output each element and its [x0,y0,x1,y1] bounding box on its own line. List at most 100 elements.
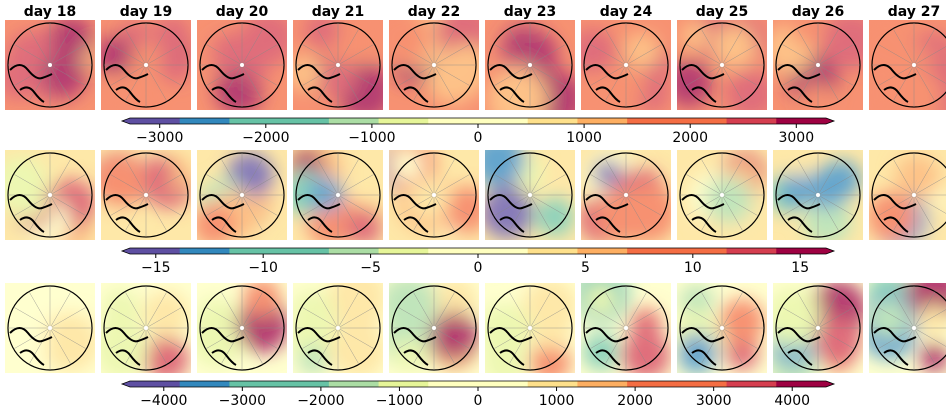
colorbar-segment [627,118,677,124]
colorbar-segment [677,248,727,254]
colorbar-segment [677,118,727,124]
map-panel [192,150,287,246]
colorbar-segment [577,381,627,387]
colorbar-segment [428,248,478,254]
map-panel [197,11,296,115]
colorbar-tick-label: 0 [474,393,483,409]
colorbar-segment [528,118,578,124]
colorbar-segment [279,118,329,124]
colorbar-segment [478,118,528,124]
map-panel [282,140,383,248]
colorbar-segment [627,248,677,254]
column-title: day 21 [312,4,365,20]
map-panel [671,283,767,373]
colorbar-tick-label: 0 [474,130,483,146]
colorbar-segment [180,118,230,124]
colorbar-segment [528,248,578,254]
colorbar-tick-label: −5 [360,260,381,276]
map-panel [572,266,671,380]
colorbar-segment [229,248,279,254]
map-panel [287,266,388,379]
colorbar-segment [329,381,379,387]
map-panel [767,150,863,246]
colorbar-segment [279,248,329,254]
colorbar-extend [826,248,834,254]
colorbar-segment [727,381,777,387]
colorbar-tick-label: 3000 [696,393,732,409]
colorbar-tick-label: 0 [474,260,483,276]
column-title: day 18 [24,4,77,20]
colorbar-tick-label: 1000 [539,393,575,409]
colorbar-segment [776,248,826,254]
column-title: day 25 [696,4,749,20]
column-title: day 23 [504,4,557,20]
colorbar-segment [776,381,826,387]
colorbar-segment [478,248,528,254]
colorbar-extend [122,118,130,124]
colorbar-segment [130,118,180,124]
colorbar-extend [826,381,834,387]
map-panel [677,150,771,249]
colorbar-segment [180,248,230,254]
colorbar-extend [122,381,130,387]
colorbar-tick-label: 15 [791,260,809,276]
colorbar-tick-label: 1000 [566,130,602,146]
colorbar-segment [577,118,627,124]
colorbar-segment [727,118,777,124]
colorbar-tick-label: −15 [141,260,171,276]
column-title: day 26 [792,4,845,20]
column-title: day 20 [216,4,269,20]
map-panel [867,150,946,248]
colorbar-tick-label: −3000 [219,393,266,409]
colorbar-extend [826,118,834,124]
colorbar-segment [577,248,627,254]
colorbar-tick-label: −1000 [348,130,395,146]
map-panel [189,278,290,373]
map-panel [578,150,678,244]
map-panel [665,9,776,119]
colorbar-segment [279,381,329,387]
map-panel [0,16,97,110]
figure: day 18day 19day 20day 21day 22day 23day … [0,0,946,416]
colorbar-segment [776,118,826,124]
colorbar-segment [229,381,279,387]
colorbar-segment [379,248,429,254]
colorbar-segment [329,118,379,124]
map-panel [380,275,479,373]
column-title: day 19 [120,4,173,20]
map-panel [0,267,100,379]
colorbar-segment [528,381,578,387]
colorbar-segment [428,381,478,387]
colorbar-tick-label: −2000 [242,130,289,146]
column-title: day 27 [888,4,941,20]
colorbar-segment [130,381,180,387]
colorbar-tick-label: 10 [684,260,702,276]
map-panel [89,150,194,240]
colorbar-extend [122,248,130,254]
map-panel [478,279,578,386]
map-panel [485,20,585,129]
colorbar-segment [379,381,429,387]
colorbar-segment [677,381,727,387]
map-panel [378,139,490,240]
map-panel [285,11,393,121]
map-panel [764,12,880,115]
colorbar-tick-label: −2000 [297,393,344,409]
map-panel [471,133,575,240]
colorbar-segment [478,381,528,387]
colorbar-tick-label: −4000 [140,393,187,409]
colorbar-segment [229,118,279,124]
map-panel [767,280,868,387]
map-panel [95,16,194,119]
map-panel [0,150,96,253]
colorbar-tick-label: −3000 [136,130,183,146]
map-panel [570,20,674,111]
colorbar-segment [627,381,677,387]
colorbar-segment [727,248,777,254]
colorbar-segment [180,381,230,387]
map-panel [861,265,946,373]
colorbar-tick-label: 2000 [617,393,653,409]
map-panel [94,283,191,382]
colorbar-tick-label: 2000 [672,130,708,146]
colorbar-segment [428,118,478,124]
